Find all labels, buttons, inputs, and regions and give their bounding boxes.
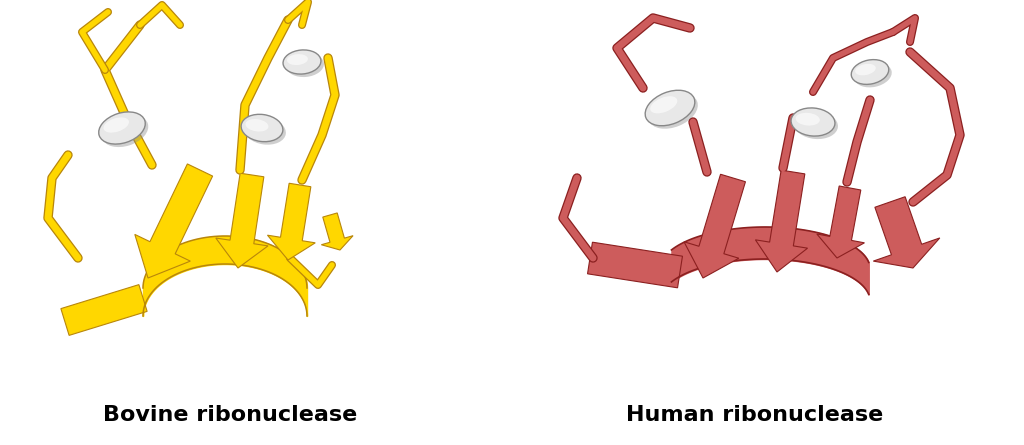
Polygon shape bbox=[60, 285, 147, 336]
Polygon shape bbox=[756, 170, 808, 272]
Ellipse shape bbox=[283, 50, 321, 74]
Polygon shape bbox=[267, 183, 315, 260]
Ellipse shape bbox=[287, 54, 308, 65]
Polygon shape bbox=[135, 164, 213, 278]
Ellipse shape bbox=[246, 119, 268, 132]
Polygon shape bbox=[817, 186, 864, 258]
Polygon shape bbox=[322, 213, 353, 250]
Ellipse shape bbox=[794, 111, 838, 139]
Ellipse shape bbox=[286, 53, 324, 77]
Polygon shape bbox=[684, 174, 745, 278]
Ellipse shape bbox=[244, 117, 286, 145]
Ellipse shape bbox=[855, 64, 876, 75]
Ellipse shape bbox=[650, 96, 677, 113]
Ellipse shape bbox=[98, 112, 145, 144]
Polygon shape bbox=[216, 173, 268, 268]
Polygon shape bbox=[588, 242, 682, 288]
Ellipse shape bbox=[101, 115, 148, 147]
Text: Bovine ribonuclease: Bovine ribonuclease bbox=[102, 405, 357, 425]
Ellipse shape bbox=[103, 117, 129, 133]
Ellipse shape bbox=[796, 113, 820, 125]
Ellipse shape bbox=[241, 114, 283, 142]
Text: Human ribonuclease: Human ribonuclease bbox=[627, 405, 884, 425]
Ellipse shape bbox=[851, 60, 889, 85]
Ellipse shape bbox=[854, 63, 892, 87]
Ellipse shape bbox=[648, 93, 697, 129]
Polygon shape bbox=[873, 197, 940, 268]
Ellipse shape bbox=[645, 90, 695, 126]
Ellipse shape bbox=[792, 108, 835, 136]
